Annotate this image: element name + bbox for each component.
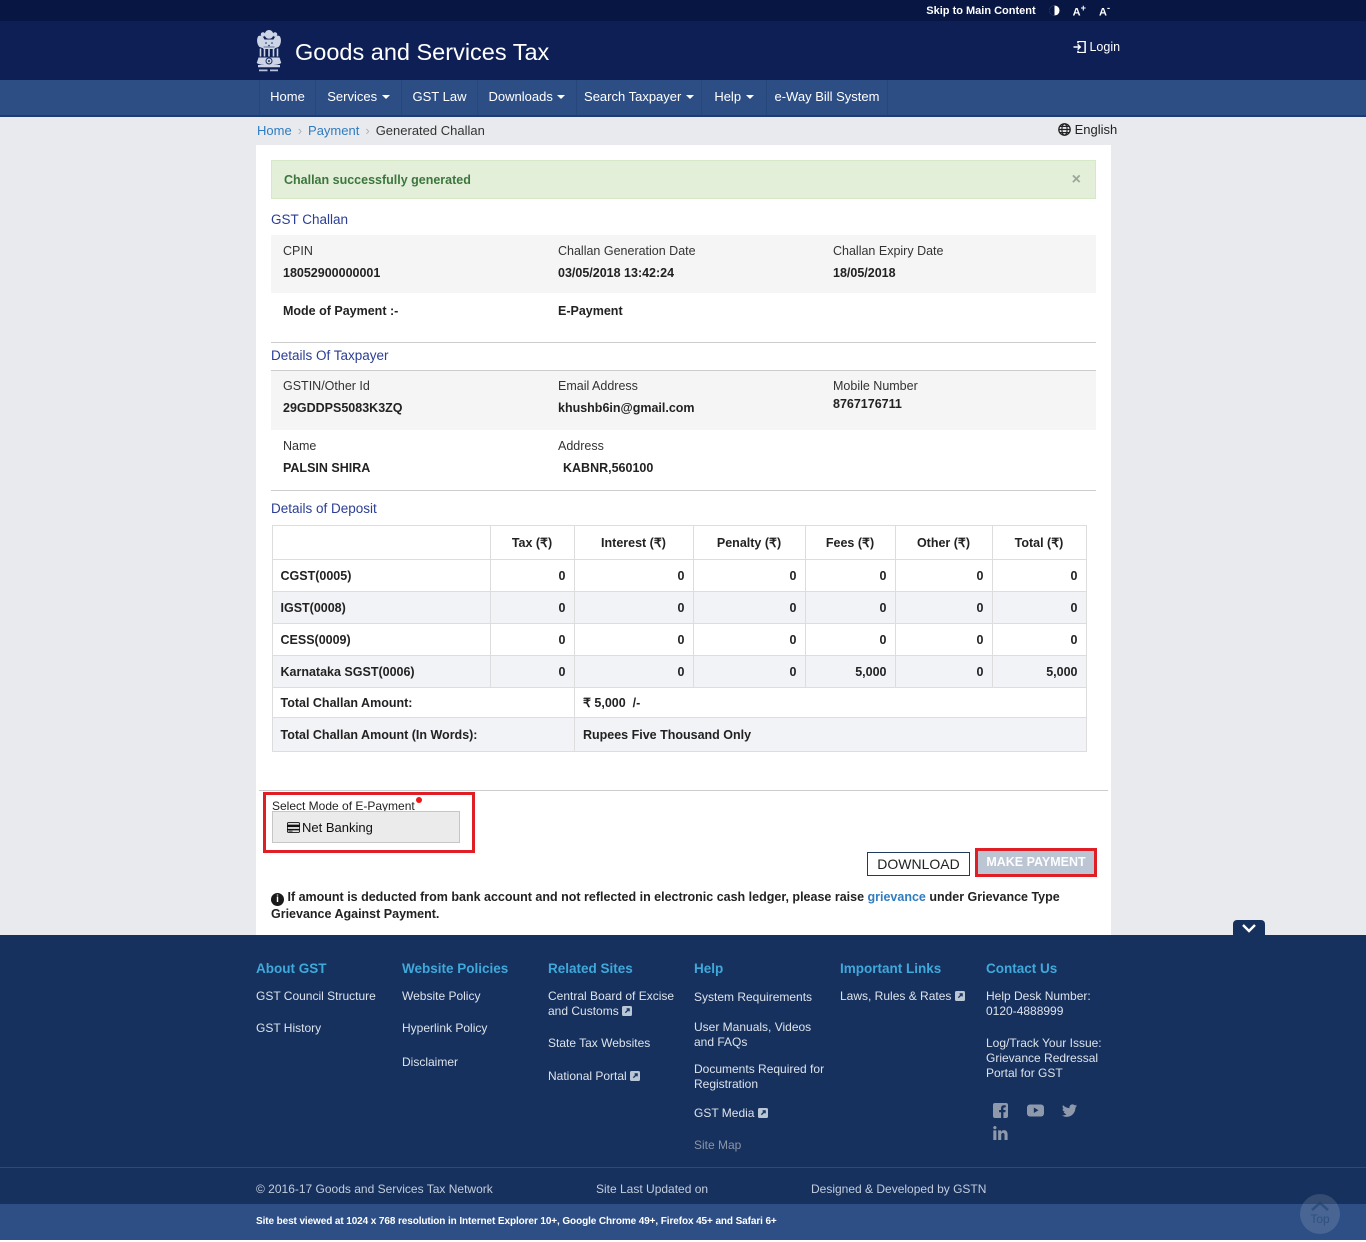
svg-text:Top: Top (1310, 1212, 1330, 1226)
